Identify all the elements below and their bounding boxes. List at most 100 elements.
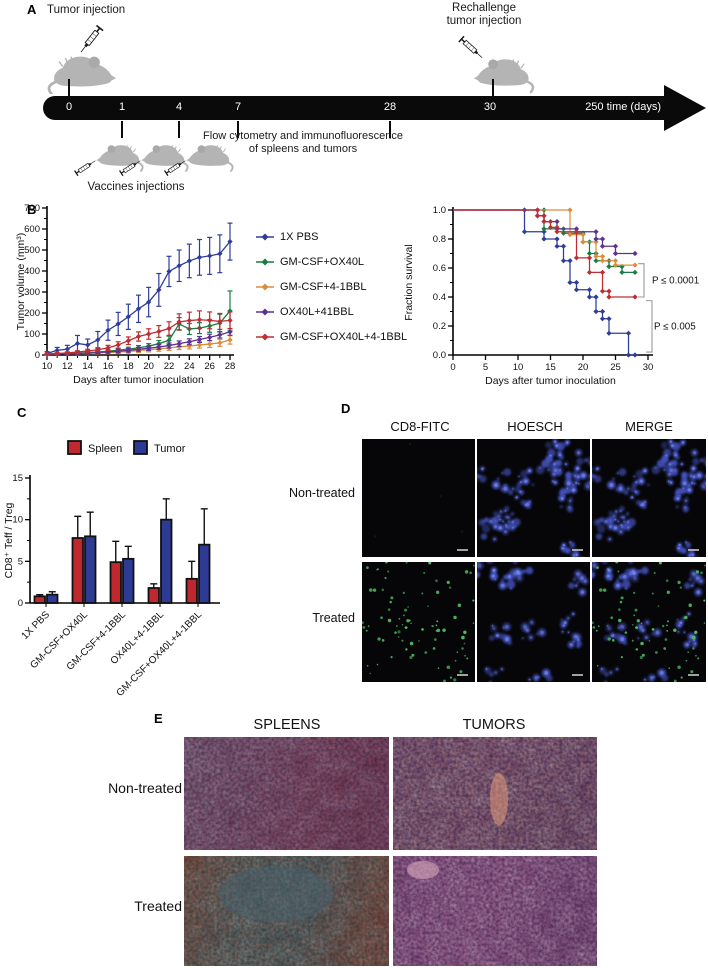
legend-marker-icon: [256, 333, 274, 341]
timeline-tick-label-7: 7: [234, 101, 242, 113]
svg-text:18: 18: [123, 361, 134, 372]
svg-text:600: 600: [24, 224, 40, 235]
flow-cytometry-label-line1: Flow cytometry and immunofluorescence: [203, 130, 403, 142]
svg-text:30: 30: [643, 362, 654, 373]
legend-label: GM-CSF+OX40L+4-1BBL: [280, 331, 408, 343]
svg-text:P ≤ 0.005: P ≤ 0.005: [654, 321, 696, 332]
micrograph-treated-cd8-fitc: [362, 562, 475, 682]
svg-text:15: 15: [12, 473, 23, 484]
panel-e-row-label-treated: Treated: [134, 898, 182, 914]
legend-item-4: GM-CSF+OX40L+4-1BBL: [256, 329, 407, 343]
rechallenge-label-line1: Rechallenge: [452, 2, 516, 14]
svg-text:0.8: 0.8: [433, 234, 446, 245]
histology-treated-tumor: [393, 856, 597, 966]
svg-text:16: 16: [103, 361, 114, 372]
timeline-tick-below-day7: [237, 121, 239, 138]
panel-d-label: D: [341, 401, 351, 416]
rechallenge-label-line2: tumor injection: [446, 15, 522, 27]
svg-text:0.6: 0.6: [433, 263, 446, 274]
rechallenge-mouse-syringe-icon: [457, 35, 535, 94]
histology-treated-spleen: [184, 856, 389, 966]
svg-text:300: 300: [24, 287, 40, 298]
timeline-tick-below-day28: [389, 121, 391, 138]
histology-nontreated-spleen: [184, 737, 389, 850]
legend-item-3: OX40L+41BBL: [256, 304, 354, 318]
timeline-tick-above-day30: [492, 79, 494, 96]
svg-text:15: 15: [545, 362, 556, 373]
timeline-tick-label-30: 30: [483, 101, 497, 113]
legend-label: GM-CSF+OX40L: [280, 256, 365, 268]
svg-text:Spleen: Spleen: [88, 443, 122, 455]
svg-text:1X PBS: 1X PBS: [20, 609, 53, 642]
panel-d-row-label-treated: Treated: [312, 611, 355, 625]
svg-text:20: 20: [578, 362, 589, 373]
svg-text:10: 10: [12, 515, 23, 526]
panel-d-header-merge: MERGE: [625, 419, 673, 434]
timeline-tick-label-0: 0: [65, 101, 73, 113]
timeline-tick-label-4: 4: [175, 101, 183, 113]
timeline-tick-below-day1: [121, 121, 123, 138]
svg-text:1.0: 1.0: [433, 205, 446, 216]
micrograph-treated-hoesch: [477, 562, 590, 682]
svg-text:Tumor: Tumor: [154, 443, 186, 455]
svg-text:P ≤ 0.0001: P ≤ 0.0001: [652, 275, 699, 286]
panel-d-row-label-nontreated: Non-treated: [288, 486, 355, 500]
panel-a: A Tumor injection Rechallenge tumor inje…: [0, 0, 708, 200]
micrograph-treated-merge: [592, 562, 706, 682]
timeline-tick-label-1: 1: [118, 101, 126, 113]
vaccines-label: Vaccines injections: [87, 181, 185, 193]
panel-b-label: B: [27, 202, 37, 217]
svg-text:5: 5: [483, 362, 488, 373]
svg-text:28: 28: [225, 361, 236, 372]
legend-item-1: GM-CSF+OX40L: [256, 254, 364, 268]
timeline-tick-label-28: 28: [383, 101, 397, 113]
timeline-bar: 0 1 4 7 28 30 250 time (days): [43, 96, 666, 120]
flow-cytometry-label-line2: of spleens and tumors: [248, 143, 358, 155]
legend-item-2: GM-CSF+4-1BBL: [256, 279, 367, 293]
legend-marker-icon: [256, 233, 274, 241]
micrograph-nontreated-merge: [592, 439, 706, 557]
panel-a-label: A: [27, 2, 37, 17]
panel-e-header-spleens: SPLEENS: [253, 717, 321, 733]
svg-text:0.2: 0.2: [433, 321, 446, 332]
panel-e-header-tumors: TUMORS: [462, 717, 526, 733]
timeline-tick-below-day4: [178, 121, 180, 138]
svg-text:5: 5: [18, 556, 23, 567]
legend-marker-icon: [256, 258, 274, 266]
svg-text:Days after tumor inoculation: Days after tumor inoculation: [73, 374, 204, 386]
panel-e-row-label-nontreated: Non-treated: [108, 780, 182, 796]
tumor-volume-chart: 0 100 200 300 400 500 600 700 10 12 14 16 18 20 22 24 26…: [15, 203, 236, 386]
vaccine-mouse-icon-3: [163, 144, 234, 177]
svg-text:10: 10: [513, 362, 524, 373]
svg-text:0: 0: [450, 362, 455, 373]
mouse-syringe-icon: [47, 24, 118, 94]
legend-label: OX40L+41BBL: [280, 306, 354, 318]
svg-text:24: 24: [184, 361, 195, 372]
svg-text:0: 0: [18, 598, 23, 609]
svg-text:Fraction survival: Fraction survival: [403, 244, 415, 320]
legend-label: 1X PBS: [280, 231, 319, 243]
svg-text:100: 100: [24, 329, 40, 340]
panel-c-label: C: [17, 405, 27, 420]
legend-marker-icon: [256, 308, 274, 316]
svg-text:0.0: 0.0: [433, 350, 446, 361]
svg-text:12: 12: [62, 361, 73, 372]
svg-text:0.4: 0.4: [433, 292, 446, 303]
tumor-injection-label: Tumor injection: [47, 4, 126, 16]
svg-text:10: 10: [42, 361, 53, 372]
svg-text:22: 22: [164, 361, 175, 372]
panel-d-header-hoesch: HOESCH: [507, 419, 563, 434]
timeline-end-label: 250 time (days): [585, 101, 661, 113]
legend-item-0: 1X PBS: [256, 229, 319, 243]
svg-text:700: 700: [24, 203, 40, 214]
svg-text:25: 25: [610, 362, 621, 373]
panel-d-header-cd8-fitc: CD8-FITC: [390, 419, 450, 434]
svg-text:400: 400: [24, 266, 40, 277]
svg-text:Days after tumor inoculation: Days after tumor inoculation: [485, 375, 616, 387]
legend-marker-icon: [256, 283, 274, 291]
micrograph-nontreated-hoesch: [477, 439, 590, 557]
svg-text:CD8⁺ Teff / Treg: CD8⁺ Teff / Treg: [3, 502, 15, 578]
svg-text:20: 20: [143, 361, 154, 372]
micrograph-nontreated-cd8-fitc: [362, 439, 475, 557]
